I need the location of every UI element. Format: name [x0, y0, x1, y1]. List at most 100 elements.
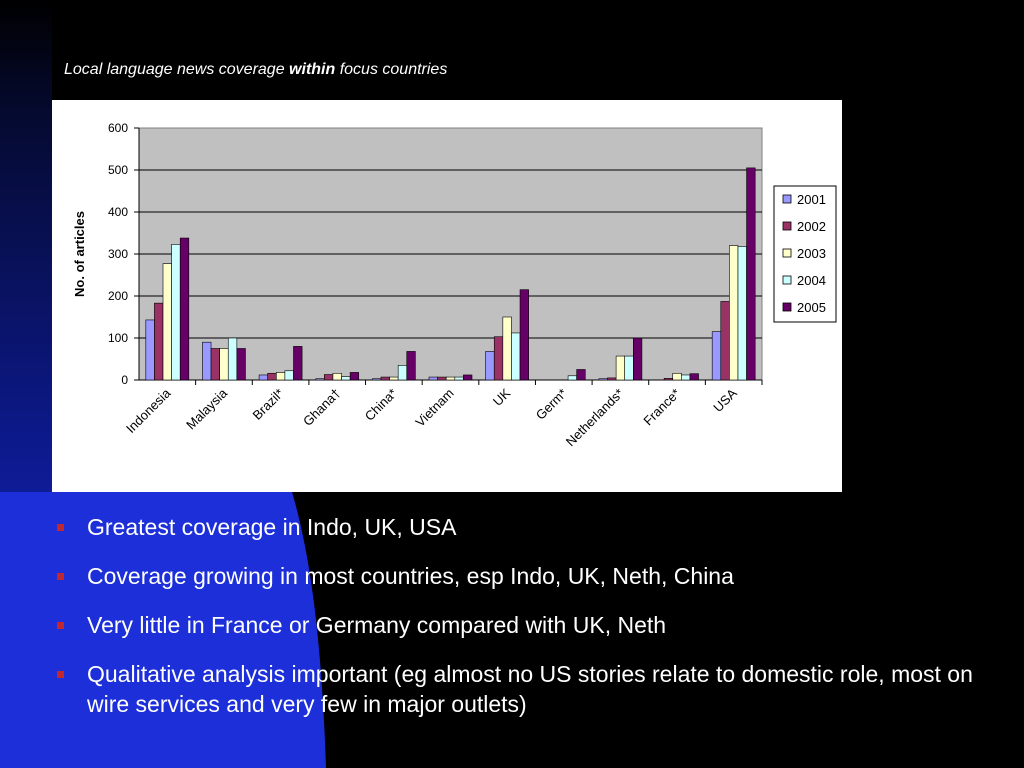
- legend-label: 2005: [797, 300, 826, 315]
- bullet-square-icon: [57, 671, 64, 678]
- bar-2002: [210, 348, 220, 381]
- x-tick-label: Germ*: [533, 386, 570, 423]
- legend-swatch: [782, 194, 792, 204]
- bullet-item: Greatest coverage in Indo, UK, USA: [56, 512, 996, 542]
- bar-2004: [454, 376, 464, 381]
- bar-2001: [258, 374, 268, 381]
- bar-2002: [267, 372, 277, 381]
- bar-2003: [162, 263, 172, 381]
- bullet-list: Greatest coverage in Indo, UK, USA Cover…: [56, 512, 996, 738]
- bar-2003: [502, 316, 512, 381]
- bullet-text: Qualitative analysis important (eg almos…: [87, 661, 973, 717]
- bar-2002: [380, 376, 390, 381]
- bar-2002: [720, 301, 730, 381]
- bar-2005: [689, 373, 699, 381]
- bar-2002: [663, 378, 674, 381]
- legend-swatch: [782, 302, 792, 312]
- bar-2001: [145, 319, 155, 381]
- y-tick-label: 300: [108, 247, 128, 261]
- bar-2001: [372, 378, 382, 381]
- x-tick-label: Brazil*: [250, 386, 287, 423]
- bullet-item: Coverage growing in most countries, esp …: [56, 561, 996, 591]
- bar-2004: [567, 375, 577, 381]
- bar-2004: [624, 355, 634, 381]
- bar-2005: [293, 346, 303, 381]
- bar-2003: [672, 372, 682, 381]
- bar-chart: 0 100 200 300 400 500 600 No. of articles Indone…: [72, 121, 837, 449]
- x-tick-label: Indonesia: [123, 385, 174, 436]
- x-tick-label: France*: [640, 386, 683, 429]
- bullet-text: Very little in France or Germany compare…: [87, 612, 667, 638]
- bar-2004: [284, 370, 294, 381]
- bar-2005: [179, 237, 190, 381]
- bar-2003: [332, 372, 342, 381]
- x-tick-label: Malaysia: [183, 385, 230, 432]
- bar-2003: [275, 372, 286, 381]
- bar-2004: [511, 332, 521, 381]
- legend-label: 2004: [797, 273, 826, 288]
- bar-2005: [519, 289, 529, 381]
- y-tick-label: 200: [108, 289, 128, 303]
- bar-2001: [315, 378, 325, 381]
- bullet-item: Qualitative analysis important (eg almos…: [56, 659, 996, 719]
- title-part-2: focus countries: [335, 61, 448, 78]
- bar-2004: [171, 244, 181, 381]
- bar-2005: [576, 369, 586, 381]
- y-tick-label: 100: [108, 331, 128, 345]
- bullet-text: Greatest coverage in Indo, UK, USA: [87, 514, 457, 540]
- bullet-square-icon: [57, 524, 64, 531]
- bar-2005: [349, 372, 360, 381]
- bar-2002: [154, 302, 164, 381]
- x-tick-label: Vietnam: [412, 386, 456, 430]
- bullet-square-icon: [57, 622, 64, 629]
- bar-2005: [236, 348, 246, 381]
- x-tick-label: UK: [490, 385, 514, 409]
- bar-2004: [397, 364, 408, 381]
- chart-panel: 0 100 200 300 400 500 600 No. of articles Indone…: [52, 100, 842, 492]
- y-tick-label: 600: [108, 121, 128, 135]
- bar-2004: [341, 376, 351, 381]
- bullet-text: Coverage growing in most countries, esp …: [87, 563, 734, 589]
- bullet-item: Very little in France or Germany compare…: [56, 610, 996, 640]
- bar-2002: [324, 374, 334, 381]
- bar-2001: [202, 341, 212, 381]
- legend-label: 2001: [797, 192, 826, 207]
- title-emphasis: within: [289, 61, 336, 78]
- bar-2001: [711, 331, 722, 381]
- bar-2002: [493, 336, 504, 381]
- legend-label: 2003: [797, 246, 826, 261]
- blue-wave-shape: [0, 492, 326, 768]
- y-tick-label: 0: [121, 373, 128, 387]
- bar-2004: [227, 337, 238, 381]
- y-tick-label: 500: [108, 163, 128, 177]
- bar-2003: [445, 376, 456, 381]
- x-tick-label: Ghana†: [300, 386, 343, 429]
- bar-2003: [389, 376, 399, 381]
- bar-2005: [463, 374, 473, 381]
- legend-label: 2002: [797, 219, 826, 234]
- bar-2005: [633, 337, 643, 381]
- bar-2004: [737, 246, 747, 381]
- x-tick-label: China*: [362, 386, 400, 424]
- bar-2005: [746, 167, 756, 381]
- bar-2002: [607, 377, 617, 381]
- y-tick-label: 400: [108, 205, 128, 219]
- bar-2003: [729, 245, 739, 381]
- bar-2003: [219, 348, 229, 381]
- legend-swatch: [782, 248, 792, 258]
- slide-title: Local language news coverage within focu…: [64, 61, 447, 79]
- legend-swatch: [782, 221, 792, 231]
- legend-swatch: [782, 275, 792, 285]
- bar-2001: [598, 378, 608, 381]
- bar-2001: [485, 351, 495, 381]
- y-axis-label: No. of articles: [72, 211, 87, 297]
- x-tick-label: USA: [710, 385, 740, 415]
- bullet-square-icon: [57, 573, 64, 580]
- bar-2001: [428, 376, 438, 381]
- bar-2005: [406, 351, 416, 381]
- bar-2002: [437, 376, 447, 381]
- bar-2004: [681, 374, 691, 381]
- title-part-1: Local language news coverage: [64, 61, 290, 78]
- bar-2003: [615, 355, 626, 381]
